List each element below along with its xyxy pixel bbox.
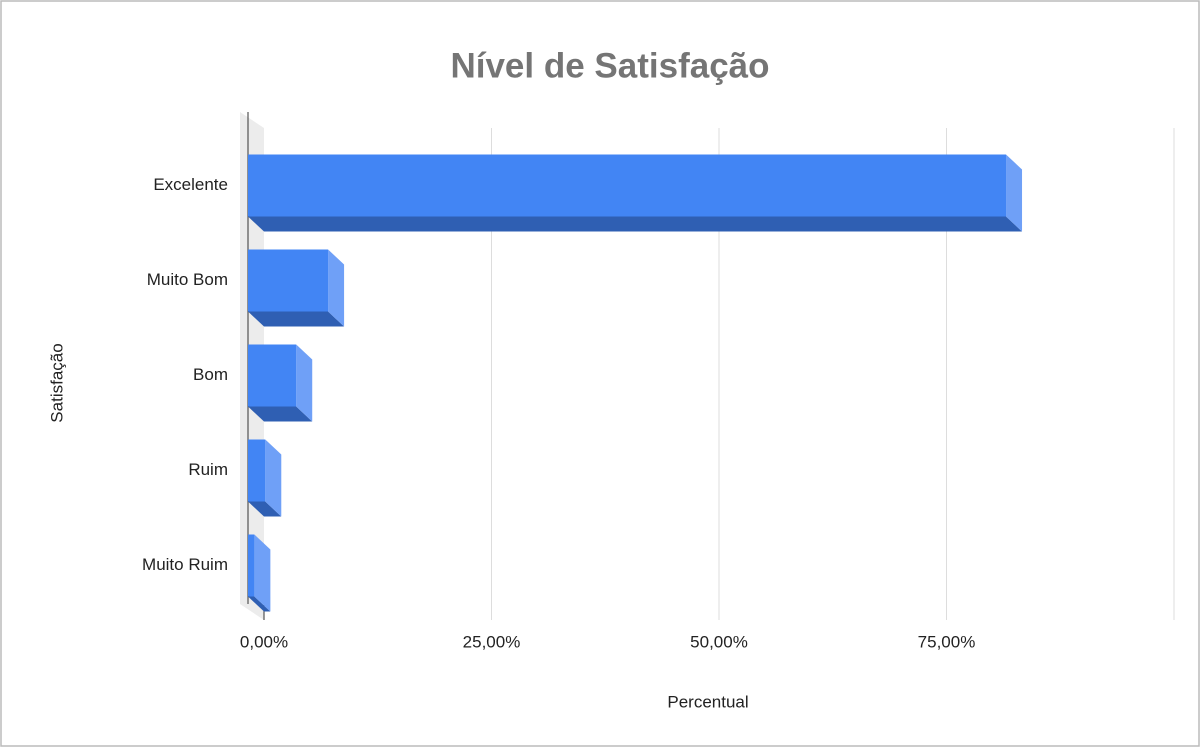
x-tick-label: 50,00% <box>690 632 748 651</box>
bar-bottom <box>248 596 271 612</box>
bar-bottom <box>248 311 345 327</box>
y-tick-label: Excelente <box>153 175 228 194</box>
x-axis-label: Percentual <box>667 692 748 711</box>
bar-side <box>265 439 282 517</box>
bar-bottom <box>248 406 313 422</box>
bar <box>248 534 255 597</box>
x-tick-label: 75,00% <box>918 632 976 651</box>
y-tick-label: Muito Bom <box>147 270 228 289</box>
bar <box>248 249 329 312</box>
y-tick-label: Muito Ruim <box>142 555 228 574</box>
bar-side <box>328 249 345 327</box>
bar <box>248 439 266 502</box>
bar-bottom <box>248 216 1023 232</box>
y-tick-label: Ruim <box>188 460 228 479</box>
x-tick-label: 25,00% <box>463 632 521 651</box>
x-tick-label: 0,00% <box>240 632 288 651</box>
bar-bottom <box>248 501 282 517</box>
bar-side <box>1006 154 1023 232</box>
bar <box>248 154 1007 217</box>
y-axis-label: Satisfação <box>47 343 66 422</box>
y-tick-label: Bom <box>193 365 228 384</box>
bar <box>248 344 297 407</box>
chart-title: Nível de Satisfação <box>450 46 769 85</box>
bar-side <box>254 534 271 612</box>
bar-side <box>296 344 313 422</box>
